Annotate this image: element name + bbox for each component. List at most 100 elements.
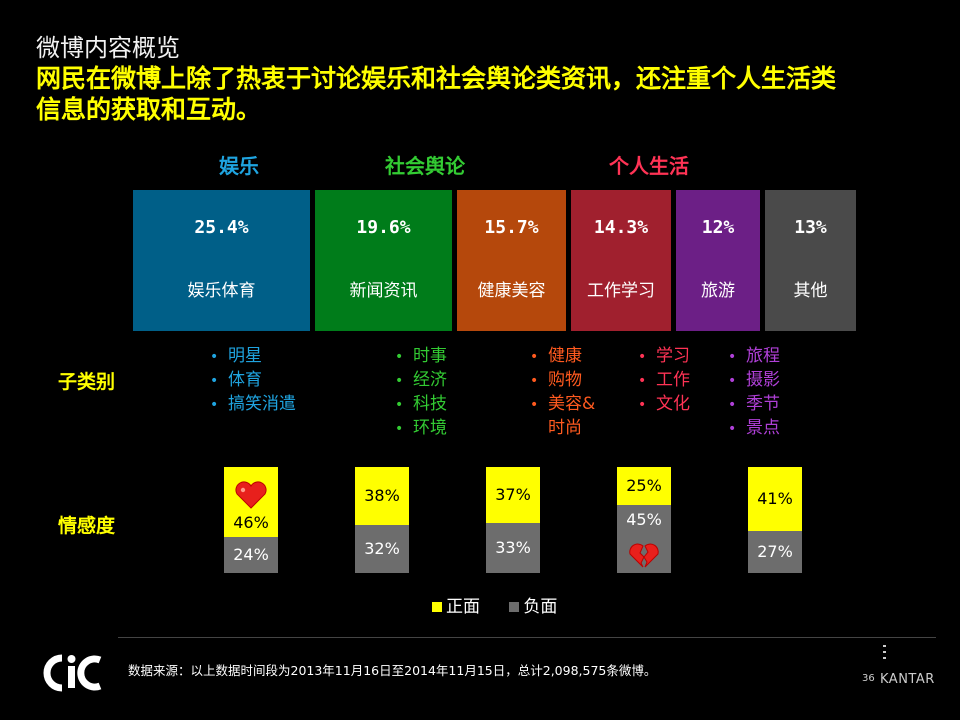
- subcategory-item: • 旅程: [728, 345, 780, 369]
- sentiment-bar: 46% 24%: [224, 467, 278, 573]
- subcategory-text: 体育: [228, 370, 262, 390]
- share-value-label: 13%: [794, 217, 827, 238]
- bullet-icon: •: [210, 349, 219, 365]
- subcategory-list: • 时事 • 经济 • 科技 • 环境: [395, 345, 447, 441]
- positive-value-label: 41%: [757, 489, 793, 508]
- subcategory-item: • 文化: [638, 393, 690, 417]
- share-box: 15.7% 健康美容: [457, 190, 566, 331]
- bullet-icon: •: [530, 397, 539, 413]
- heart-icon: [224, 481, 278, 513]
- subcategory-text: 环境: [413, 418, 447, 438]
- subcategory-text: 工作: [656, 370, 690, 390]
- subcategory-item: • 明星: [210, 345, 296, 369]
- bullet-icon: •: [728, 397, 737, 413]
- bullet-icon: •: [395, 349, 404, 365]
- negative-segment: [486, 523, 540, 573]
- share-value-label: 19.6%: [356, 217, 411, 238]
- subcategory-item: • 购物: [530, 369, 595, 393]
- bullet-icon: •: [395, 397, 404, 413]
- share-category-label: 娱乐体育: [187, 281, 256, 301]
- negative-value-label: 32%: [364, 539, 400, 558]
- headline-line-2: 信息的获取和互动。: [36, 95, 262, 124]
- positive-segment: [748, 467, 802, 531]
- bullet-icon: •: [638, 397, 647, 413]
- footer-divider: [118, 637, 936, 638]
- page-number: 36: [862, 673, 875, 684]
- subcategory-text: 摄影: [746, 370, 780, 390]
- positive-value-label: 38%: [364, 486, 400, 505]
- negative-segment: [224, 537, 278, 573]
- share-value-label: 15.7%: [484, 217, 539, 238]
- share-box: 12% 旅游: [676, 190, 760, 331]
- data-source-note: 数据来源：以上数据时间段为2013年11月16日至2014年11月15日，总计2…: [128, 663, 657, 678]
- negative-segment: [748, 531, 802, 573]
- subcategory-item: • 季节: [728, 393, 780, 417]
- subcategory-text: 旅程: [746, 346, 780, 366]
- subcategory-list: • 旅程 • 摄影 • 季节 • 景点: [728, 345, 780, 441]
- share-category-label: 其他: [793, 281, 828, 301]
- subcategory-item: • 环境: [395, 417, 447, 441]
- sentiment-bar: 25% 45%: [617, 467, 671, 573]
- positive-value-label: 37%: [495, 485, 531, 504]
- subcategory-text: 科技: [413, 394, 447, 414]
- headline-line-1: 网民在微博上除了热衷于讨论娱乐和社会舆论类资讯，还注重个人生活类: [36, 64, 837, 93]
- subcategory-item: • 健康: [530, 345, 595, 369]
- legend-label-positive: 正面: [446, 597, 480, 617]
- share-value-label: 14.3%: [593, 217, 649, 238]
- bullet-icon: •: [638, 373, 647, 389]
- share-value-label: 25.4%: [194, 217, 249, 238]
- bullet-icon: •: [210, 373, 219, 389]
- legend-label-negative: 负面: [523, 597, 558, 617]
- share-category-label: 工作学习: [587, 281, 655, 301]
- subcategory-text: 购物: [548, 370, 582, 390]
- positive-segment: [355, 467, 409, 525]
- sentiment-bar: 38% 32%: [355, 467, 409, 573]
- bullet-icon: •: [728, 373, 737, 389]
- negative-value-label: 45%: [626, 510, 662, 529]
- subcategory-item: • 经济: [395, 369, 447, 393]
- kantar-dots: [883, 645, 886, 659]
- subcategory-text: 时事: [413, 346, 447, 366]
- subcategory-text: 文化: [656, 394, 690, 414]
- subcategory-item: • 搞笑消遣: [210, 393, 296, 417]
- bullet-icon: •: [728, 349, 737, 365]
- bullet-icon: •: [395, 421, 404, 437]
- bullet-icon: •: [530, 373, 539, 389]
- negative-segment: [617, 505, 671, 573]
- kantar-logo: KANTAR: [880, 672, 935, 687]
- subcategory-text: 景点: [746, 418, 780, 438]
- subcategory-text: 经济: [413, 370, 447, 390]
- subcategory-text: 时尚: [548, 418, 582, 438]
- positive-segment: [617, 467, 671, 505]
- share-category-label: 新闻资讯: [349, 281, 418, 301]
- share-box: 13% 其他: [765, 190, 856, 331]
- subcategory-text: 学习: [656, 346, 690, 366]
- subcategory-item: 时尚: [530, 417, 595, 440]
- subcategory-item: • 景点: [728, 417, 780, 441]
- share-box: 25.4% 娱乐体育: [133, 190, 310, 331]
- negative-value-label: 27%: [757, 542, 793, 561]
- subcategory-row-label: 子类别: [58, 371, 116, 393]
- share-box: 14.3% 工作学习: [571, 190, 671, 331]
- subcategory-item: • 美容&: [530, 393, 595, 417]
- positive-value-label: 25%: [626, 476, 662, 495]
- page-title: 微博内容概览: [36, 34, 180, 62]
- cic-logo: [43, 654, 102, 692]
- share-category-label: 旅游: [701, 281, 735, 301]
- share-box: 19.6% 新闻资讯: [315, 190, 452, 331]
- legend-swatch-positive: [432, 602, 442, 612]
- negative-value-label: 33%: [495, 538, 531, 557]
- sentiment-legend: 正面 负面: [432, 592, 557, 617]
- subcategory-text: 明星: [228, 346, 262, 366]
- broken-heart-icon: [617, 541, 671, 573]
- bullet-icon: •: [210, 397, 219, 413]
- subcategory-list: • 学习 • 工作 • 文化: [638, 345, 690, 417]
- subcategory-list: • 健康 • 购物 • 美容& 时尚: [530, 345, 595, 440]
- legend-swatch-negative: [509, 602, 520, 612]
- bullet-icon: •: [395, 373, 404, 389]
- category-header-personal: 个人生活: [609, 154, 689, 178]
- subcategory-text: 搞笑消遣: [228, 394, 296, 414]
- category-header-entertainment: 娱乐: [219, 154, 259, 178]
- subcategory-text: 健康: [548, 346, 582, 366]
- subcategory-item: • 时事: [395, 345, 447, 369]
